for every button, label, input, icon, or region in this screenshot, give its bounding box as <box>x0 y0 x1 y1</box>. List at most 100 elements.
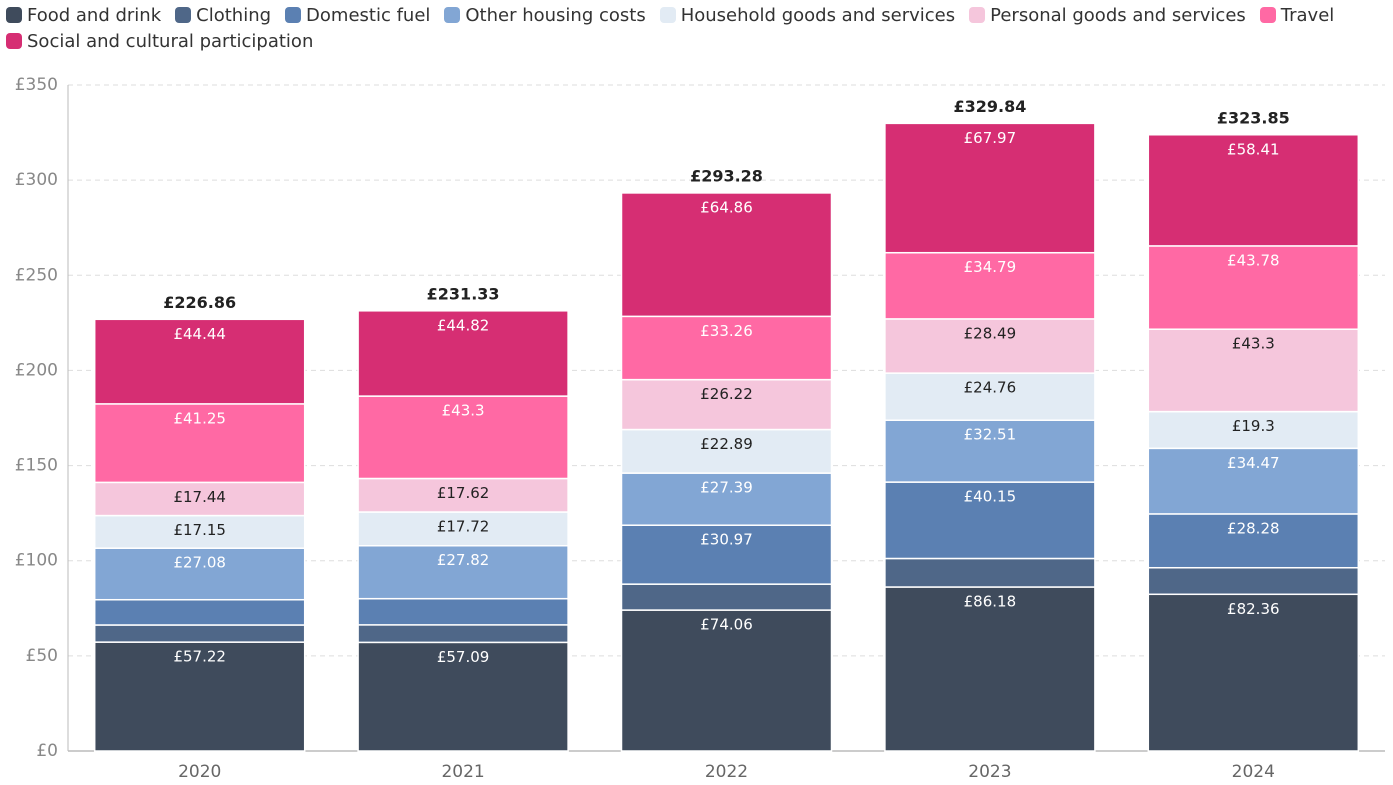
value-label: £44.44 <box>173 325 226 343</box>
bar-segment <box>620 472 833 526</box>
bar-segment <box>93 624 306 643</box>
legend-item: Food and drink <box>6 3 161 27</box>
value-label: £43.78 <box>1227 251 1280 269</box>
value-label: £82.36 <box>1227 600 1280 618</box>
bar-segment <box>357 511 569 547</box>
value-label: £27.39 <box>700 479 753 497</box>
value-label: £58.41 <box>1227 140 1280 158</box>
legend-swatch <box>6 7 22 23</box>
value-label: £27.82 <box>437 551 490 569</box>
bar-segment <box>93 641 306 752</box>
value-label: £28.28 <box>1227 519 1280 537</box>
bar-segment <box>1147 447 1360 515</box>
y-tick-label: £50 <box>26 646 58 666</box>
bar-segment <box>357 395 569 480</box>
legend-swatch <box>969 7 986 23</box>
bar-segment <box>357 624 569 644</box>
value-label: £74.06 <box>700 616 753 634</box>
value-label: £57.09 <box>437 648 490 666</box>
legend-item: Other housing costs <box>444 3 646 27</box>
x-tick-label: 2022 <box>705 762 748 782</box>
value-label: £40.15 <box>964 488 1017 506</box>
bar-segment <box>620 609 833 752</box>
value-label: £34.79 <box>964 258 1017 276</box>
value-label: £17.72 <box>437 518 490 536</box>
bar-segment <box>884 122 1096 254</box>
value-label: £67.97 <box>964 129 1017 147</box>
legend-item: Personal goods and services <box>969 3 1246 27</box>
value-label: £17.62 <box>437 484 490 502</box>
y-tick-label: £100 <box>15 551 58 571</box>
y-tick-label: £250 <box>15 265 58 285</box>
bar-segment <box>1147 410 1360 450</box>
bar-segment <box>93 403 306 484</box>
legend-item: Social and cultural participation <box>6 29 313 53</box>
value-label: £26.22 <box>700 385 753 403</box>
legend-swatch <box>444 7 461 23</box>
bar-segment <box>620 583 833 611</box>
legend: Food and drink Clothing Domestic fuel Other… <box>6 3 1346 53</box>
y-tick-label: £0 <box>36 741 58 761</box>
bar-segment <box>93 547 306 601</box>
bar-segment <box>93 481 306 517</box>
value-label: £17.15 <box>173 521 226 539</box>
bar-segment <box>1147 593 1360 752</box>
bar-segment <box>93 598 306 626</box>
legend-swatch <box>659 7 676 23</box>
value-label: £43.3 <box>442 402 485 420</box>
bar-segment <box>1147 513 1360 569</box>
bar-segment <box>357 597 569 626</box>
value-label: £57.22 <box>173 648 226 666</box>
value-label: £19.3 <box>1232 417 1275 435</box>
bar-segment <box>884 557 1096 588</box>
total-label: £293.28 <box>690 166 763 185</box>
legend-label: Social and cultural participation <box>27 30 314 52</box>
bar-segment <box>884 586 1096 752</box>
legend-label: Personal goods and services <box>990 4 1246 26</box>
legend-item: Household goods and services <box>659 3 956 27</box>
value-label: £30.97 <box>700 531 753 549</box>
value-label: £32.51 <box>964 426 1017 444</box>
bar-segment <box>357 641 569 752</box>
legend-item: Clothing <box>175 3 271 27</box>
total-label: £226.86 <box>163 293 236 312</box>
value-label: £27.08 <box>173 554 226 572</box>
legend-item: Domestic fuel <box>285 3 430 27</box>
x-tick-label: 2024 <box>1232 762 1275 782</box>
value-label: £86.18 <box>964 593 1017 611</box>
value-label: £17.44 <box>173 488 226 506</box>
x-tick-label: 2021 <box>441 762 484 782</box>
legend-label: Clothing <box>196 4 272 26</box>
legend-label: Other housing costs <box>465 4 646 26</box>
value-label: £24.76 <box>964 379 1017 397</box>
x-tick-label: 2020 <box>178 762 221 782</box>
legend-item: Travel <box>1259 3 1334 27</box>
legend-label: Household goods and services <box>680 4 956 26</box>
legend-swatch <box>1259 7 1276 23</box>
x-tick-label: 2023 <box>968 762 1011 782</box>
y-tick-label: £150 <box>15 456 58 476</box>
bar-segment <box>884 251 1096 320</box>
value-label: £41.25 <box>173 409 226 427</box>
value-label: £34.47 <box>1227 454 1280 472</box>
bar-segment <box>93 318 306 405</box>
legend-swatch <box>285 7 302 23</box>
bar-segment <box>1147 134 1360 247</box>
bar-segment <box>620 192 833 318</box>
legend-label: Food and drink <box>27 4 162 26</box>
total-label: £329.84 <box>953 97 1026 116</box>
bar-segment <box>357 544 569 600</box>
value-label: £44.82 <box>437 316 490 334</box>
value-label: £33.26 <box>700 322 753 340</box>
bar-segment <box>357 310 569 397</box>
value-label: £43.3 <box>1232 335 1275 353</box>
y-tick-label: £350 <box>15 75 58 95</box>
bar-segment <box>1147 245 1360 330</box>
total-label: £231.33 <box>427 284 500 303</box>
y-tick-label: £200 <box>15 360 58 380</box>
bar-segment <box>357 477 569 513</box>
legend-swatch <box>175 7 192 23</box>
bar-segment <box>884 372 1096 421</box>
